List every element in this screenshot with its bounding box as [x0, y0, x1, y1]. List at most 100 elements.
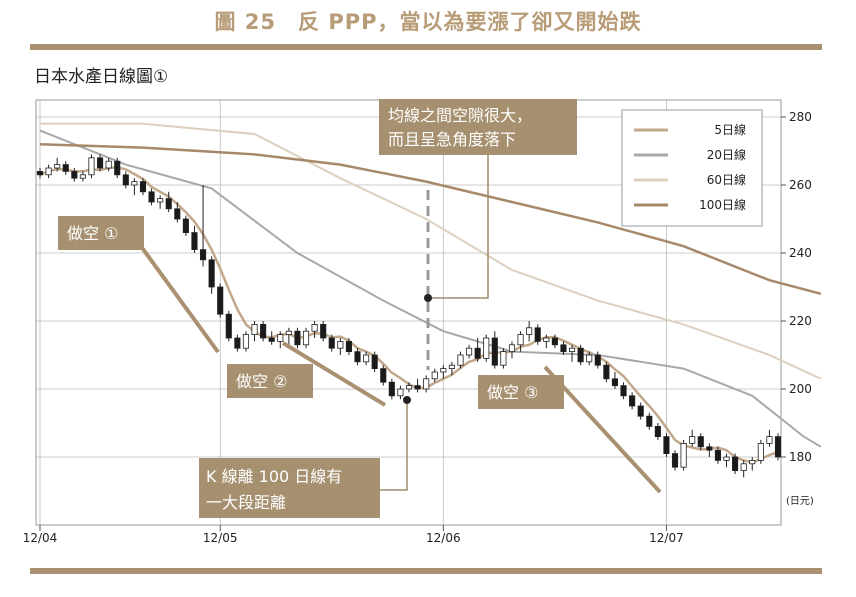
- candle: [363, 354, 370, 363]
- candle: [122, 174, 129, 186]
- candle: [620, 385, 627, 397]
- candle: [629, 395, 636, 407]
- candle: [577, 347, 584, 363]
- gap-note-box: [379, 99, 577, 155]
- legend-label-ma20: 20日線: [707, 147, 746, 162]
- annotations: 均線之間空隙很大， 而且呈急角度落下 K 線離 100 日線有 一大段距離 做空…: [58, 99, 662, 518]
- y-axis-unit: (日元): [786, 496, 814, 507]
- candle: [225, 313, 232, 339]
- candle: [217, 286, 224, 315]
- candle: [380, 368, 387, 383]
- candle: [440, 368, 447, 373]
- candle: [285, 330, 292, 336]
- candle: [354, 351, 361, 363]
- candle: [234, 337, 241, 349]
- candle: [148, 191, 155, 203]
- candle: [105, 160, 112, 169]
- y-tick-label: 180: [789, 450, 812, 464]
- candle: [174, 208, 181, 220]
- candle: [671, 453, 679, 468]
- short2-box: [227, 364, 313, 398]
- distance-note-box: [199, 458, 380, 518]
- candle: [774, 436, 782, 458]
- candle: [483, 337, 490, 359]
- candle: [646, 415, 653, 427]
- short-trendline-1: [138, 243, 220, 354]
- candle: [320, 323, 327, 339]
- candle: [431, 371, 438, 380]
- grid-lines: [36, 100, 781, 525]
- y-tick-label: 240: [789, 246, 812, 260]
- candle: [663, 436, 670, 455]
- gap-note-line2: 而且呈急角度落下: [388, 130, 516, 149]
- candle: [157, 198, 164, 203]
- candle: [405, 385, 413, 390]
- candle: [414, 385, 421, 390]
- candle: [371, 354, 378, 370]
- bottom-divider: [30, 568, 822, 574]
- candle: [311, 323, 318, 332]
- legend: 5日線 20日線 60日線 100日線: [621, 109, 763, 227]
- candle: [560, 344, 567, 352]
- candle: [45, 167, 52, 176]
- candle: [749, 459, 756, 465]
- candle: [757, 442, 764, 461]
- candle: [54, 164, 61, 169]
- candle: [62, 164, 69, 172]
- candle: [345, 340, 352, 352]
- candle: [302, 330, 310, 346]
- candle: [388, 381, 395, 397]
- distance-note-line1: K 線離 100 日線有: [206, 467, 342, 486]
- y-tick-label: 200: [789, 382, 812, 396]
- candle: [165, 198, 172, 210]
- short-trendline-2: [281, 341, 387, 407]
- candle: [697, 436, 704, 448]
- candle: [543, 337, 550, 342]
- candle: [526, 327, 533, 335]
- candle: [328, 337, 335, 349]
- candle: [714, 449, 721, 461]
- gap-arrow-dot: [424, 294, 432, 302]
- candle: [131, 181, 138, 186]
- candle: [508, 344, 516, 352]
- candle: [457, 354, 464, 366]
- y-tick-label: 220: [789, 314, 812, 328]
- candle: [551, 337, 558, 346]
- candle: [706, 446, 713, 451]
- y-axis: 180 200 220 240 260 280: [781, 110, 812, 464]
- short-trendline-3: [543, 365, 662, 494]
- candle: [294, 330, 301, 346]
- candle: [568, 347, 576, 353]
- candle: [689, 436, 696, 444]
- candle: [36, 170, 44, 176]
- candle: [611, 378, 619, 386]
- legend-label-ma5: 5日線: [714, 122, 746, 137]
- candle: [680, 442, 687, 468]
- candle: [114, 160, 121, 176]
- candle: [191, 232, 198, 251]
- candle: [97, 157, 104, 169]
- candle: [637, 405, 644, 417]
- candle: [740, 463, 747, 471]
- short3-box: [478, 375, 564, 409]
- candle: [723, 456, 730, 461]
- candle: [448, 364, 455, 370]
- candle: [88, 157, 95, 176]
- y-tick-label: 260: [789, 178, 812, 192]
- candle: [268, 337, 275, 342]
- candle: [79, 174, 86, 179]
- short1-label: 做空 ①: [67, 224, 118, 243]
- candle: [337, 340, 344, 349]
- y-tick-label: 280: [789, 110, 812, 124]
- candle: [139, 181, 147, 193]
- candle: [594, 354, 601, 366]
- candle: [534, 327, 541, 342]
- candle: [182, 218, 189, 234]
- top-divider: [30, 44, 822, 50]
- candle: [491, 337, 498, 366]
- candle: [208, 259, 215, 288]
- candle: [766, 436, 773, 444]
- distance-arrow-dot: [403, 396, 411, 404]
- candle: [277, 334, 284, 342]
